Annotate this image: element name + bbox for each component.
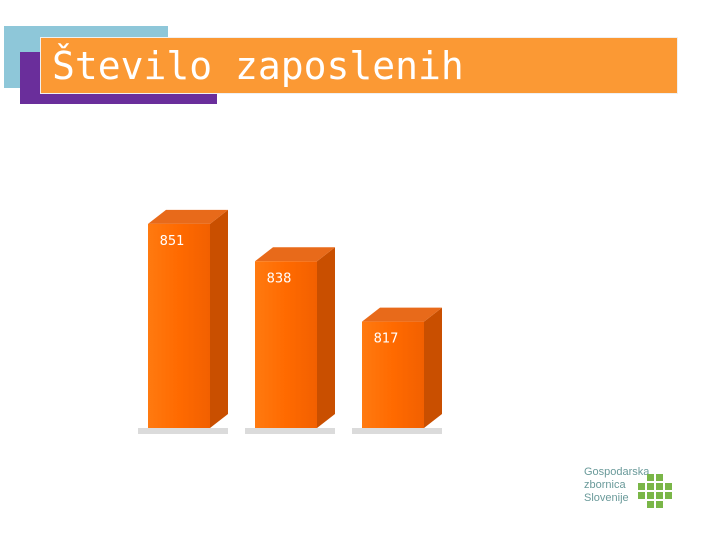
logo-square: [647, 492, 654, 499]
bar-side-2: [317, 247, 335, 428]
logo-square: [656, 483, 663, 490]
bar-shadow-3: [352, 428, 442, 434]
logo-square: [638, 492, 645, 499]
logo-line-1: Gospodarska: [584, 466, 650, 478]
logo-square: [647, 501, 654, 508]
bar-side-1: [210, 209, 228, 428]
gzs-logo: Gospodarska zbornica Slovenije: [584, 466, 674, 522]
title-bar: [40, 37, 678, 94]
logo-square: [647, 483, 654, 490]
bar-1: [148, 223, 210, 428]
bar-side-3: [424, 307, 442, 428]
bar-shadow-2: [245, 428, 335, 434]
data-label-1: 851: [160, 234, 185, 249]
data-label-2: 838: [267, 271, 292, 286]
chart-bars: 851 838 817: [138, 209, 442, 434]
logo-square: [638, 483, 645, 490]
data-label-3: 817: [374, 332, 399, 347]
logo-square: [656, 474, 663, 481]
bar-shadow-1: [138, 428, 228, 434]
logo-line-3: Slovenije: [584, 492, 629, 504]
logo-square: [665, 483, 672, 490]
slide-title: Število zaposlenih: [52, 44, 464, 88]
bar-top-2: [255, 247, 335, 262]
logo-square: [656, 501, 663, 508]
logo-text: Gospodarska zbornica Slovenije: [584, 466, 649, 505]
bar-3: [362, 321, 424, 428]
logo-square: [647, 474, 654, 481]
logo-line-2: zbornica: [584, 479, 626, 491]
logo-square: [656, 492, 663, 499]
bar-top-1: [148, 209, 228, 224]
logo-square: [665, 492, 672, 499]
bar-top-3: [362, 307, 442, 322]
bar-2: [255, 261, 317, 428]
